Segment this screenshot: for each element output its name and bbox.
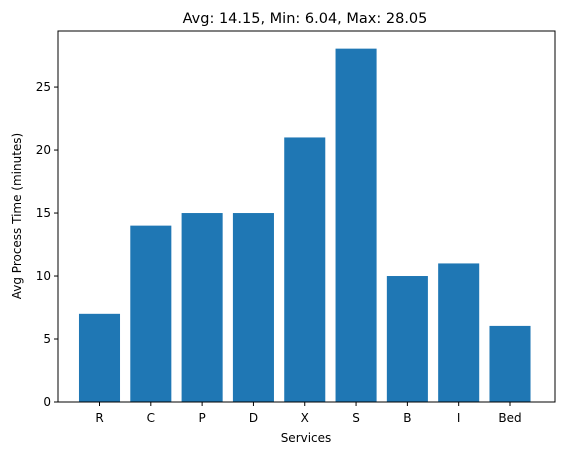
x-tick-label-c: C — [147, 411, 155, 425]
bar-i — [438, 263, 479, 402]
bars-group — [79, 49, 531, 402]
x-axis: R C P D X S B I Bed — [95, 402, 521, 425]
x-tick-label-bed: Bed — [498, 411, 521, 425]
y-tick-label-0: 0 — [43, 395, 51, 409]
x-tick-label-x: X — [301, 411, 309, 425]
y-tick-label-20: 20 — [36, 143, 51, 157]
bar-bed — [489, 326, 530, 402]
x-tick-label-p: P — [199, 411, 206, 425]
bar-s — [336, 49, 377, 402]
bar-c — [130, 226, 171, 402]
chart-title: Avg: 14.15, Min: 6.04, Max: 28.05 — [183, 11, 428, 27]
y-tick-label-5: 5 — [43, 332, 51, 346]
x-tick-label-s: S — [352, 411, 360, 425]
x-tick-label-i: I — [457, 411, 461, 425]
y-tick-label-15: 15 — [36, 206, 51, 220]
bar-p — [182, 213, 223, 402]
bar-d — [233, 213, 274, 402]
y-tick-label-10: 10 — [36, 269, 51, 283]
bar-x — [284, 137, 325, 402]
x-tick-label-d: D — [249, 411, 258, 425]
x-tick-label-b: B — [403, 411, 411, 425]
bar-b — [387, 276, 428, 402]
x-axis-label: Services — [281, 431, 332, 445]
y-tick-label-25: 25 — [36, 80, 51, 94]
bar-r — [79, 314, 120, 402]
y-axis-label: Avg Process Time (minutes) — [10, 133, 24, 300]
y-axis: 0 5 10 15 20 25 — [36, 80, 58, 409]
x-tick-label-r: R — [95, 411, 103, 425]
